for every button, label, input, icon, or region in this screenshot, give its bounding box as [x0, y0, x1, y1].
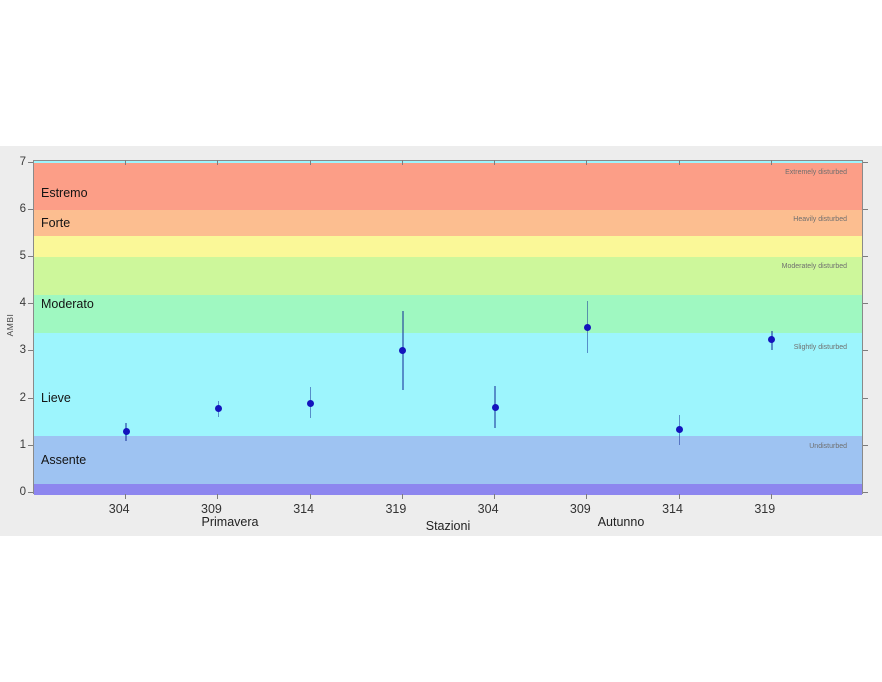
y-tick-right [863, 492, 868, 493]
disturbance-label-extremely-disturbed: Extremely disturbed [785, 168, 847, 176]
disturbance-label-slightly-disturbed: Slightly disturbed [793, 343, 847, 351]
y-tick-label-3: 3 [19, 344, 26, 357]
y-tick-label-6: 6 [19, 202, 26, 215]
band-moderately-disturbed [34, 257, 862, 295]
x-tick-label-station-304: 304 [108, 502, 130, 516]
y-tick-right [863, 444, 868, 446]
disturbance-label-heavily-disturbed: Heavily disturbed [793, 216, 847, 224]
x-tick-top [678, 160, 680, 165]
x-tick-top [125, 160, 127, 165]
group-label-primavera: Primavera [201, 515, 259, 529]
band-label-assente: Assente [41, 453, 87, 468]
x-tick-bottom [586, 494, 588, 499]
y-tick-left [28, 350, 33, 352]
y-tick-label-2: 2 [19, 391, 26, 404]
data-point-autunno-304 [491, 404, 499, 412]
band-label-forte: Forte [41, 216, 71, 231]
x-tick-bottom [770, 494, 772, 499]
x-tick-top [401, 160, 403, 165]
plot-area: Estremo Extremely disturbed Forte Heavily d… [33, 160, 863, 495]
band-strip [34, 235, 862, 257]
x-tick-label-station-319: 319 [754, 502, 776, 516]
y-tick-left [28, 303, 33, 305]
x-tick-top [309, 160, 311, 165]
data-point-primavera-304 [122, 428, 130, 436]
y-tick-label-5: 5 [19, 250, 26, 262]
band-lieve [34, 332, 862, 437]
y-tick-right [863, 397, 868, 399]
band-label-estremo: Estremo [41, 185, 88, 200]
y-tick-right [863, 208, 868, 210]
x-tick-bottom [217, 494, 219, 499]
x-tick-bottom [309, 494, 311, 499]
x-tick-bottom [678, 494, 680, 499]
data-point-primavera-319 [399, 347, 407, 355]
disturbance-label-undisturbed: Undisturbed [809, 442, 847, 450]
y-tick-right [863, 256, 868, 257]
y-tick-label-7: 7 [19, 155, 26, 168]
x-tick-label-station-314: 314 [662, 502, 683, 516]
y-tick-left [28, 444, 33, 446]
x-axis-label: Stazioni [425, 519, 471, 533]
y-tick-left [28, 256, 33, 257]
y-tick-left [28, 208, 33, 210]
y-tick-left [28, 397, 33, 399]
x-tick-top [494, 160, 496, 165]
data-point-autunno-314 [676, 426, 684, 434]
y-tick-right [863, 161, 868, 163]
y-tick-right [863, 303, 868, 305]
band-label-lieve: Lieve [41, 390, 71, 405]
band-assente [34, 436, 862, 484]
x-tick-label-station-309: 309 [201, 502, 222, 516]
data-point-primavera-314 [307, 400, 315, 408]
figure-panel: Estremo Extremely disturbed Forte Heavily d… [0, 146, 882, 536]
x-tick-label-station-319: 319 [385, 502, 407, 516]
y-tick-label-1: 1 [19, 438, 26, 451]
data-point-autunno-309 [583, 324, 591, 332]
x-tick-bottom [125, 494, 127, 499]
group-label-autunno: Autunno [597, 515, 645, 529]
band-moderato [34, 294, 862, 333]
data-point-autunno-319 [768, 335, 776, 343]
band-strip [34, 483, 862, 495]
x-tick-label-station-304: 304 [477, 502, 499, 516]
x-tick-bottom [401, 494, 403, 499]
y-tick-right [863, 350, 868, 352]
x-tick-label-station-309: 309 [569, 502, 591, 516]
band-label-moderato: Moderato [41, 296, 94, 311]
band-estremo [34, 162, 862, 210]
y-tick-label-0: 0 [19, 486, 26, 498]
data-point-primavera-309 [214, 405, 222, 413]
x-tick-label-station-314: 314 [293, 502, 315, 516]
x-tick-bottom [494, 494, 496, 499]
band-forte [34, 209, 862, 236]
y-tick-left [28, 161, 33, 163]
x-tick-top [217, 160, 219, 165]
y-tick-left [28, 492, 33, 493]
y-tick-label-4: 4 [19, 297, 26, 310]
x-tick-top [770, 160, 772, 165]
disturbance-label-moderately-disturbed: Moderately disturbed [781, 262, 847, 270]
x-tick-top [586, 160, 588, 165]
